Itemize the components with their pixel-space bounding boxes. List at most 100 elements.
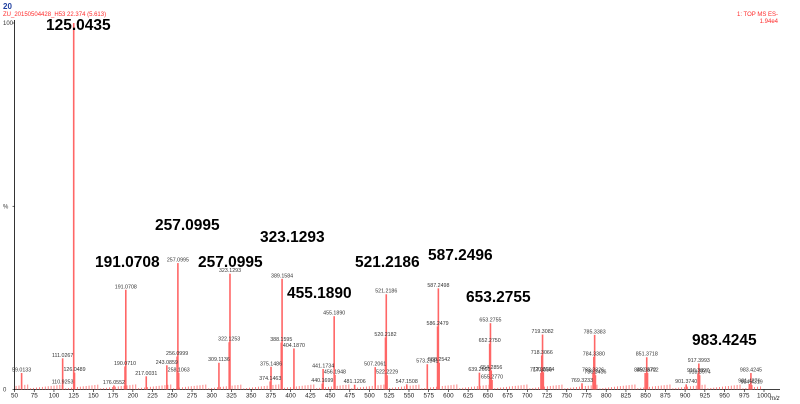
x-tick-label: 150 — [88, 393, 99, 400]
peak-label: 573.2341 — [416, 359, 438, 365]
x-tick-label: 100 — [49, 393, 60, 400]
peak-label: 984.4319 — [741, 380, 763, 386]
peak-label: 652.2750 — [479, 338, 501, 344]
peak-label: 639.2660 — [468, 367, 490, 373]
x-tick-label: 750 — [562, 393, 573, 400]
peak-label: 916.3897 — [687, 368, 709, 374]
peak-label: 586.2479 — [427, 321, 449, 327]
x-tick-label: 900 — [680, 393, 691, 400]
x-axis-unit: m/z — [770, 396, 780, 402]
peak-label: 404.1870 — [283, 343, 305, 349]
x-tick-label: 725 — [542, 393, 553, 400]
peak-label: 588.2542 — [428, 357, 450, 363]
x-tick-label: 675 — [502, 393, 513, 400]
x-tick-label: 975 — [739, 393, 750, 400]
peak-label: 375.1486 — [260, 361, 282, 367]
peak-label: 783.3326 — [582, 368, 604, 374]
peak-label: 388.1595 — [270, 337, 292, 343]
peak-label: 243.0859 — [156, 360, 178, 366]
peak-label: 389.1584 — [271, 273, 293, 279]
x-tick-label: 950 — [719, 393, 730, 400]
peak-label: 785.3383 — [584, 329, 606, 335]
annotation-521: 521.2186 — [355, 254, 420, 271]
annotation-653: 653.2755 — [466, 289, 531, 306]
x-tick-label: 800 — [601, 393, 612, 400]
peak-label: 587.2498 — [427, 283, 449, 289]
x-tick-label: 375 — [266, 393, 277, 400]
x-tick-label: 75 — [31, 393, 39, 400]
x-tick-label: 425 — [305, 393, 316, 400]
x-tick-label: 325 — [226, 393, 237, 400]
peak-label: 322.1253 — [218, 337, 240, 343]
peak-label: 440.1699 — [311, 378, 333, 384]
x-tick-label: 250 — [167, 393, 178, 400]
peak-label: 217.0031 — [135, 371, 157, 377]
peak-label: 441.1734 — [312, 363, 334, 369]
peak-label: 918.3974 — [689, 370, 711, 376]
x-tick-label: 525 — [384, 393, 395, 400]
peak-label: 520.2182 — [374, 332, 396, 338]
peak-label: 507.2061 — [364, 362, 386, 368]
y-tick-label: 0 — [3, 388, 7, 394]
intensity-label: 1.94e4 — [760, 19, 779, 25]
x-tick-label: 275 — [187, 393, 198, 400]
x-tick-label: 200 — [128, 393, 139, 400]
peak-label: 851.3718 — [636, 352, 658, 358]
x-tick-label: 350 — [246, 393, 257, 400]
peak-label: 720.3104 — [532, 367, 554, 373]
peak-label: 917.3993 — [688, 358, 710, 364]
peak-label: 654.2856 — [480, 365, 502, 371]
annotation-257-upper: 257.0995 — [155, 217, 220, 234]
peak-label: 481.1206 — [344, 379, 366, 385]
x-tick-label: 300 — [206, 393, 217, 400]
peak-label: 852.3702 — [636, 368, 658, 374]
panel-number: 20 — [3, 2, 12, 11]
x-tick-label: 175 — [108, 393, 119, 400]
annotation-983: 983.4245 — [692, 332, 757, 349]
peak-label: 176.0552 — [103, 380, 125, 386]
annotation-125: 125.0435 — [46, 17, 111, 34]
x-tick-label: 550 — [404, 393, 415, 400]
y-tick-label: % — [3, 204, 9, 210]
annotations: 125.0435 257.0995 191.0708 257.0995 323.… — [46, 17, 757, 349]
peak-label: 901.3740 — [675, 379, 697, 385]
peak-label: 59.0133 — [12, 368, 31, 374]
x-tick-label: 925 — [700, 393, 711, 400]
annotation-191: 191.0708 — [95, 254, 160, 271]
peak-label: 110.9253 — [52, 380, 74, 386]
peak-label: 374.1463 — [259, 376, 281, 382]
peak-label: 258.1063 — [168, 368, 190, 374]
peak-label: 784.3380 — [583, 351, 605, 357]
x-tick-label: 625 — [463, 393, 474, 400]
peak-label: 786.3436 — [584, 370, 606, 376]
x-tick-label: 225 — [147, 393, 158, 400]
x-tick-label: 775 — [581, 393, 592, 400]
peaks — [15, 23, 761, 390]
x-tick-label: 600 — [443, 393, 454, 400]
peak-label: 653.2755 — [479, 318, 501, 324]
annotation-257-lower: 257.0995 — [198, 254, 263, 271]
peak-label: 522.2229 — [376, 370, 398, 376]
annotation-587: 587.2496 — [428, 247, 493, 264]
peak-label: 323.1293 — [219, 268, 241, 274]
file-label: ZU_20150504428_H53 22.374 (5.613) — [3, 12, 106, 18]
peak-label: 769.3233 — [571, 378, 593, 384]
peak-label: 521.2186 — [375, 289, 397, 295]
peak-label: 111.0267 — [52, 353, 73, 359]
peak-label: 717.3056 — [530, 368, 552, 374]
peak-label: 126.0489 — [63, 367, 85, 373]
peak-label: 981.4276 — [738, 379, 760, 385]
peak-label: 309.1136 — [208, 357, 230, 363]
peak-label: 983.4245 — [740, 368, 762, 374]
peak-label: 191.0708 — [115, 284, 137, 290]
x-tick-label: 50 — [11, 393, 19, 400]
x-ticks: 50 75 100 125 150 175 200 225 250 275 300 325 350 375… — [11, 389, 772, 400]
x-tick-label: 400 — [285, 393, 296, 400]
x-tick-label: 650 — [483, 393, 494, 400]
x-tick-label: 1000 — [757, 393, 772, 400]
annotation-323: 323.1293 — [260, 229, 325, 246]
x-tick-label: 125 — [68, 393, 79, 400]
x-tick-label: 450 — [325, 393, 336, 400]
y-ticks: 100% 0 — [3, 21, 15, 394]
